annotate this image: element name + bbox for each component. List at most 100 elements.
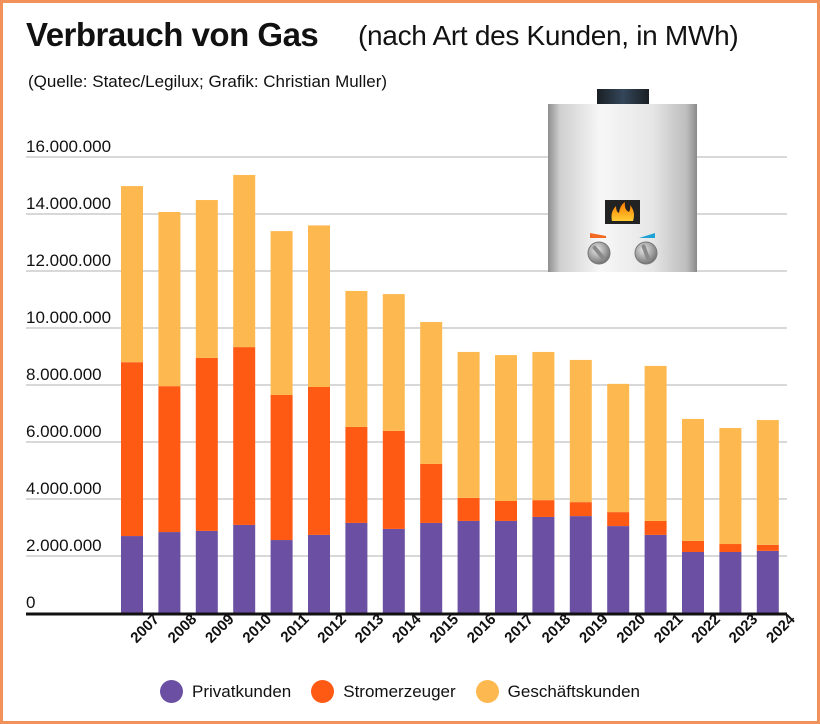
chart-subtitle: (nach Art des Kunden, in MWh) [358,20,739,51]
bar-geschaeftskunden-2024 [756,420,779,545]
legend-item-geschaeftskunden: Geschäftskunden [475,680,640,703]
legend-swatch-privatkunden [160,680,183,703]
x-tick-label: 2021 [651,611,687,647]
chart-source: (Quelle: Statec/Legilux; Grafik: Christi… [28,72,388,91]
y-tick-label: 8.000.000 [26,365,102,384]
x-tick-label: 2022 [688,611,724,647]
bar-geschaeftskunden-2021 [644,365,667,521]
legend-label: Stromerzeuger [343,681,456,701]
x-tick-label: 2024 [763,610,799,646]
bar-geschaeftskunden-2011 [270,231,293,395]
y-axis-ticks: 0 2.000.000 4.000.000 6.000.000 8.000.000 10.… [26,137,111,612]
y-tick-label: 0 [26,593,35,612]
legend: Privatkunden Stromerzeuger Geschäftskund… [160,680,660,703]
bar-privatkunden-2019 [569,516,592,613]
x-tick-label: 2018 [539,611,575,647]
bar-stromerzeuger-2019 [569,502,592,517]
x-axis-ticks: 2007 2008 2009 2010 2011 2012 2013 2014 2015 2016… [127,610,799,646]
legend-swatch-stromerzeuger [311,680,335,703]
bar-stromerzeuger-2007 [121,362,143,537]
chart-title: Verbrauch von Gas [26,16,319,53]
bar-geschaeftskunden-2010 [233,174,256,348]
bar-privatkunden-2022 [682,552,704,613]
bar-stromerzeuger-2012 [308,386,330,535]
legend-label: Privatkunden [192,681,292,701]
x-tick-label: 2023 [726,611,762,647]
y-tick-label: 4.000.000 [26,479,102,498]
legend-item-stromerzeuger: Stromerzeuger [311,680,456,703]
bar-geschaeftskunden-2022 [682,418,704,541]
y-tick-label: 14.000.000 [26,194,111,213]
y-tick-label: 16.000.000 [26,137,111,156]
bar-stromerzeuger-2015 [420,463,443,523]
x-tick-label: 2015 [426,611,462,647]
bar-stromerzeuger-2017 [495,500,517,521]
bar-stromerzeuger-2023 [719,544,742,553]
x-tick-label: 2007 [127,611,163,647]
legend-item-privatkunden: Privatkunden [160,680,291,703]
legend-swatch-geschaeftskunden [475,680,499,703]
x-tick-label: 2010 [239,611,275,647]
bar-geschaeftskunden-2013 [345,290,368,427]
bar-privatkunden-2020 [607,526,630,613]
flame-icon [611,202,634,221]
y-tick-label: 6.000.000 [26,422,102,441]
bar-privatkunden-2017 [495,520,517,613]
bar-geschaeftskunden-2008 [158,212,181,387]
cold-indicator [639,233,655,238]
bar-stromerzeuger-2013 [345,426,368,523]
bar-stromerzeuger-2020 [607,512,630,527]
bar-geschaeftskunden-2020 [607,383,630,513]
y-tick-label: 12.000.000 [26,251,111,270]
bar-privatkunden-2009 [195,530,218,613]
x-tick-label: 2013 [352,611,388,647]
hot-indicator [590,233,606,238]
bar-privatkunden-2023 [719,552,742,613]
bar-geschaeftskunden-2018 [532,351,555,501]
gas-boiler-icon [548,89,697,272]
bar-stromerzeuger-2010 [233,347,256,525]
bar-privatkunden-2012 [308,534,330,613]
x-tick-label: 2011 [277,611,312,646]
bar-stromerzeuger-2022 [682,540,704,553]
bar-privatkunden-2021 [644,534,667,613]
x-tick-label: 2008 [165,611,201,647]
bar-geschaeftskunden-2007 [121,186,143,363]
bar-geschaeftskunden-2015 [420,322,443,464]
bar-stromerzeuger-2014 [382,430,405,529]
bar-geschaeftskunden-2017 [495,355,517,501]
x-tick-label: 2009 [202,611,238,647]
bar-privatkunden-2007 [121,536,143,613]
bar-stromerzeuger-2008 [158,386,181,533]
x-tick-label: 2014 [389,610,425,646]
bar-stromerzeuger-2009 [195,357,218,531]
bar-geschaeftskunden-2019 [569,359,592,503]
bars [121,174,779,613]
bar-geschaeftskunden-2023 [719,428,742,545]
bar-privatkunden-2014 [382,528,405,613]
bar-stromerzeuger-2011 [270,394,293,541]
bar-geschaeftskunden-2014 [382,294,405,431]
y-tick-label: 2.000.000 [26,536,102,555]
boiler-body [548,104,697,272]
x-tick-label: 2019 [576,611,612,647]
bar-privatkunden-2015 [420,522,443,613]
bar-privatkunden-2013 [345,522,368,613]
bar-stromerzeuger-2024 [756,544,779,551]
x-tick-label: 2012 [314,611,350,647]
legend-label: Geschäftskunden [507,681,640,701]
bar-geschaeftskunden-2009 [195,200,218,358]
bar-stromerzeuger-2021 [644,520,667,535]
x-tick-label: 2020 [613,611,649,647]
bar-stromerzeuger-2016 [457,497,480,521]
bar-privatkunden-2016 [457,520,480,613]
bar-privatkunden-2018 [532,516,555,613]
boiler-cap [597,89,649,104]
bar-geschaeftskunden-2012 [308,225,330,387]
y-tick-label: 10.000.000 [26,308,111,327]
bar-privatkunden-2011 [270,540,293,613]
bar-geschaeftskunden-2016 [457,351,480,498]
x-tick-label: 2016 [464,611,500,647]
bar-privatkunden-2008 [158,532,181,613]
